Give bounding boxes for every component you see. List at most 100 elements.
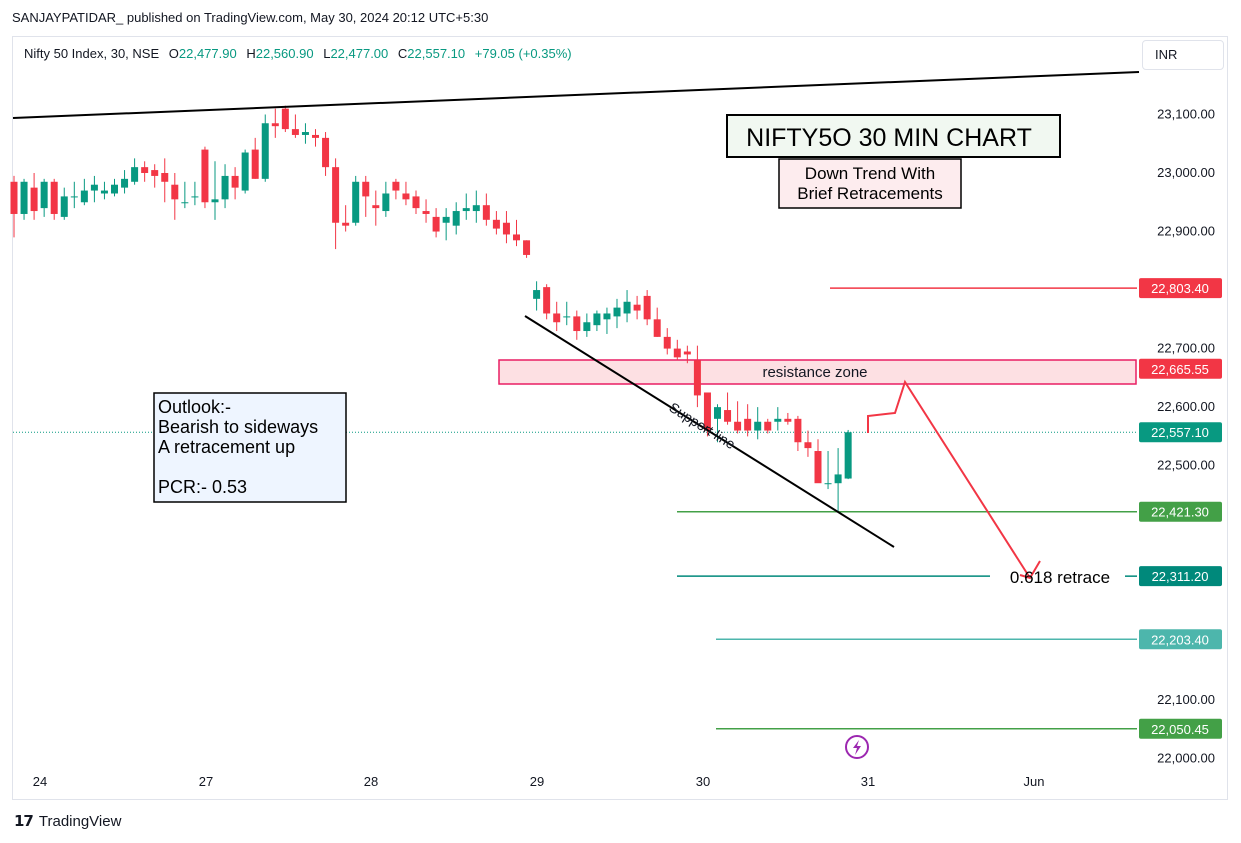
candle-body — [452, 211, 460, 226]
candle — [40, 178, 48, 217]
candle-body — [10, 181, 18, 214]
candle-body — [784, 418, 792, 422]
outlook-line: PCR:- 0.53 — [158, 477, 247, 497]
candle-body — [141, 167, 149, 173]
candle-body — [191, 196, 199, 198]
candle-body — [171, 184, 179, 200]
price-level-badge — [1139, 629, 1222, 650]
candle — [452, 202, 460, 235]
candle — [332, 158, 340, 250]
price-level-badge — [1139, 278, 1222, 299]
outlook-line: Outlook:- — [158, 397, 231, 417]
candle — [693, 345, 701, 408]
high-value: 22,560.90 — [255, 46, 314, 61]
candle — [171, 173, 179, 220]
candle-body — [794, 418, 802, 443]
candle — [724, 392, 732, 425]
candle-body — [40, 181, 48, 209]
candle — [352, 175, 360, 226]
chart-title: NIFTY5O 30 MIN CHART — [746, 124, 1032, 152]
candle — [613, 298, 621, 329]
candle-body — [724, 410, 732, 422]
candle-body — [201, 149, 209, 203]
price-level-badge — [1139, 566, 1222, 587]
price-level-badge — [1139, 422, 1222, 443]
x-tick-label: 29 — [530, 774, 544, 789]
candle-body — [563, 316, 571, 318]
candle-body — [714, 407, 721, 419]
candle-body — [533, 290, 541, 299]
candle-body — [301, 132, 309, 135]
candle — [513, 219, 520, 247]
candle — [322, 132, 330, 176]
candle-body — [593, 313, 601, 326]
candle — [442, 208, 450, 241]
candle-body — [281, 108, 289, 130]
candle-body — [633, 304, 641, 311]
candle — [60, 187, 68, 220]
y-tick-label: 22,500.00 — [1157, 458, 1215, 473]
candle-body — [583, 322, 591, 332]
support-line — [524, 315, 895, 548]
candle — [231, 167, 239, 200]
candle — [784, 412, 792, 425]
outlook-line: Bearish to sideways — [158, 417, 318, 437]
price-level-label: 22,665.55 — [1151, 362, 1209, 377]
candle — [432, 208, 440, 238]
close-label: C — [397, 46, 408, 61]
candle — [834, 448, 842, 513]
candle-body — [442, 216, 450, 223]
candle — [111, 178, 118, 197]
x-tick-label: 31 — [861, 774, 875, 789]
candle-body — [322, 137, 330, 168]
candle — [523, 240, 531, 258]
close-value: 22,557.10 — [407, 46, 466, 61]
candle — [241, 149, 249, 194]
candle-body — [181, 202, 189, 204]
candle — [291, 114, 299, 138]
candle — [573, 310, 581, 340]
lightning-icon[interactable] — [853, 740, 861, 755]
candle — [201, 146, 209, 209]
tradingview-brand[interactable]: 𝟭𝟳 TradingView — [14, 812, 121, 831]
y-tick-label: 22,000.00 — [1157, 750, 1215, 765]
price-level-label: 22,203.40 — [1151, 632, 1209, 647]
candle — [754, 407, 762, 440]
candle-body — [271, 123, 279, 127]
candle — [472, 190, 480, 223]
change-value: +79.05 (+0.35%) — [474, 46, 572, 61]
candle — [30, 173, 38, 220]
symbol-label[interactable]: Nifty 50 Index, 30, NSE — [24, 46, 160, 61]
candle — [683, 345, 691, 364]
candle — [764, 418, 772, 434]
candle — [653, 307, 661, 337]
candle — [593, 310, 601, 332]
candle — [141, 161, 149, 182]
candle — [533, 281, 541, 311]
candle-body — [312, 134, 319, 138]
low-label: L — [323, 46, 331, 61]
candle — [402, 181, 410, 206]
y-tick-label: 22,900.00 — [1157, 224, 1215, 239]
candle — [814, 439, 822, 484]
candle-body — [774, 418, 782, 422]
y-tick-label: 22,700.00 — [1157, 341, 1215, 356]
open-label: O — [168, 46, 179, 61]
candle-body — [121, 178, 129, 188]
candle-body — [291, 129, 299, 135]
retrace-label: 0.618 retrace — [1010, 568, 1110, 587]
candle — [382, 181, 390, 217]
candles — [10, 105, 852, 513]
candle-body — [744, 418, 752, 431]
currency-button[interactable]: INR — [1142, 40, 1224, 70]
candle-body — [412, 196, 420, 209]
candle-body — [623, 301, 631, 314]
candle-body — [382, 193, 390, 212]
candle-body — [663, 336, 671, 349]
lightning-icon[interactable] — [845, 735, 869, 759]
candle — [100, 181, 108, 200]
subtitle-line: Down Trend With — [805, 164, 935, 183]
candle-body — [100, 190, 108, 194]
candle-body — [513, 234, 520, 241]
